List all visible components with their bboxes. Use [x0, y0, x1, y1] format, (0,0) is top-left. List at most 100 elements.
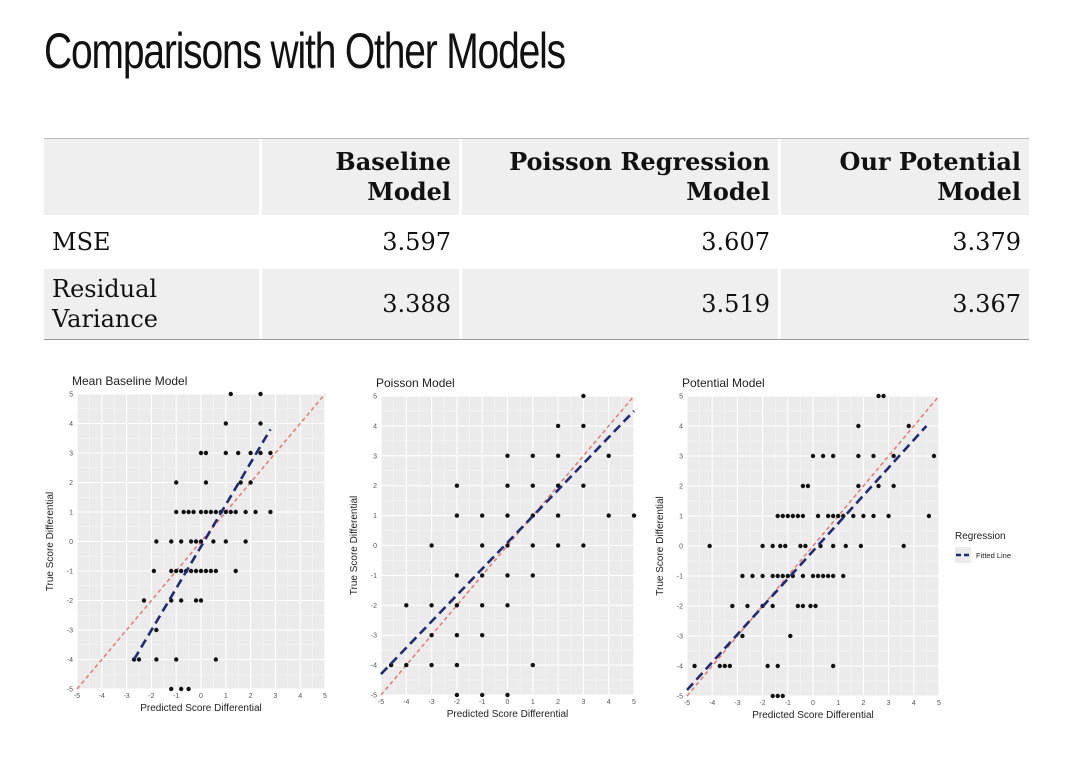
- data-point: [429, 543, 434, 548]
- data-point: [858, 543, 864, 549]
- data-point: [198, 509, 204, 515]
- x-tick-label: 4: [298, 693, 302, 700]
- y-tick-label: -3: [371, 633, 377, 640]
- data-point: [169, 568, 174, 574]
- data-point: [213, 509, 219, 515]
- data-point: [836, 513, 841, 519]
- header-line: Model: [686, 177, 770, 206]
- y-tick-label: -2: [677, 604, 683, 611]
- data-point: [154, 627, 159, 633]
- data-point: [223, 421, 228, 426]
- y-tick-label: 4: [679, 424, 683, 431]
- y-tick-label: 2: [679, 484, 683, 491]
- data-point: [788, 633, 793, 639]
- y-tick-label: -5: [371, 693, 377, 700]
- x-tick-label: -1: [173, 693, 179, 700]
- data-point: [505, 513, 510, 518]
- data-point: [800, 603, 806, 609]
- data-point: [841, 573, 846, 579]
- header-line: Our Potential: [839, 147, 1021, 176]
- data-point: [258, 421, 263, 426]
- chart-title: Mean Baseline Model: [72, 374, 187, 388]
- data-point: [228, 391, 233, 397]
- data-point: [404, 662, 409, 668]
- data-point: [881, 393, 886, 399]
- data-point: [830, 573, 836, 579]
- data-point: [505, 543, 510, 548]
- data-point: [555, 513, 561, 518]
- data-point: [228, 509, 233, 515]
- y-tick-label: -3: [67, 628, 73, 635]
- data-point: [555, 453, 561, 458]
- data-point: [760, 543, 765, 549]
- y-tick-label: -1: [677, 574, 683, 581]
- x-tick-label: 4: [912, 700, 916, 707]
- data-point: [208, 509, 214, 515]
- y-tick-label: 1: [69, 510, 73, 517]
- data-point: [825, 573, 831, 579]
- data-point: [530, 483, 535, 488]
- data-point: [191, 509, 196, 515]
- data-point: [480, 543, 485, 548]
- data-point: [268, 509, 273, 515]
- data-point: [223, 450, 228, 456]
- data-point: [750, 573, 755, 579]
- data-point: [223, 509, 228, 515]
- data-point: [851, 513, 856, 519]
- data-point: [555, 423, 561, 429]
- data-point: [692, 663, 697, 669]
- data-point: [243, 539, 248, 544]
- data-point: [820, 573, 826, 579]
- y-tick-label: 2: [373, 483, 377, 490]
- data-point: [193, 568, 199, 574]
- x-tick-label: 1: [531, 699, 535, 706]
- data-point: [198, 450, 204, 456]
- data-point: [188, 539, 194, 544]
- y-tick-label: 0: [69, 539, 73, 546]
- x-axis-label: Predicted Score Differential: [752, 710, 874, 721]
- data-point: [454, 633, 460, 638]
- x-tick-label: 0: [506, 699, 510, 706]
- x-axis-label: Predicted Score Differential: [140, 703, 262, 714]
- data-point: [505, 692, 510, 698]
- data-point: [830, 663, 836, 669]
- data-point: [871, 513, 876, 519]
- x-tick-label: -4: [403, 699, 409, 706]
- data-point: [530, 662, 535, 668]
- data-point: [830, 453, 836, 459]
- y-axis-label: True Score Differential: [45, 492, 56, 592]
- data-point: [803, 543, 808, 549]
- data-point: [530, 573, 535, 578]
- data-point: [233, 509, 238, 515]
- header-line: Model: [367, 177, 451, 206]
- data-point: [780, 573, 785, 579]
- y-tick-label: 0: [679, 544, 683, 551]
- data-point: [770, 603, 775, 609]
- y-tick-label: 0: [373, 543, 377, 550]
- data-point: [745, 603, 750, 609]
- data-point: [188, 568, 194, 574]
- row-label: MSE: [44, 218, 262, 269]
- data-point: [555, 483, 561, 488]
- y-tick-label: -4: [677, 664, 683, 671]
- table-row: MSE 3.597 3.607 3.379: [44, 218, 1029, 269]
- data-point: [429, 662, 434, 668]
- data-point: [727, 663, 733, 669]
- data-point: [730, 603, 735, 609]
- data-point: [906, 423, 911, 429]
- table-cell: 3.519: [462, 269, 781, 339]
- fitted-line: [132, 428, 272, 661]
- data-point: [193, 539, 199, 544]
- y-tick-label: -4: [67, 657, 73, 664]
- data-point: [480, 603, 485, 608]
- data-point: [223, 539, 228, 544]
- data-point: [795, 603, 801, 609]
- table-cell: 3.379: [781, 218, 1029, 269]
- x-tick-label: 3: [581, 699, 585, 706]
- data-point: [178, 686, 184, 692]
- x-tick-label: 3: [887, 700, 891, 707]
- data-point: [213, 568, 219, 574]
- data-point: [785, 573, 790, 579]
- data-point: [581, 423, 586, 429]
- data-point: [454, 662, 460, 668]
